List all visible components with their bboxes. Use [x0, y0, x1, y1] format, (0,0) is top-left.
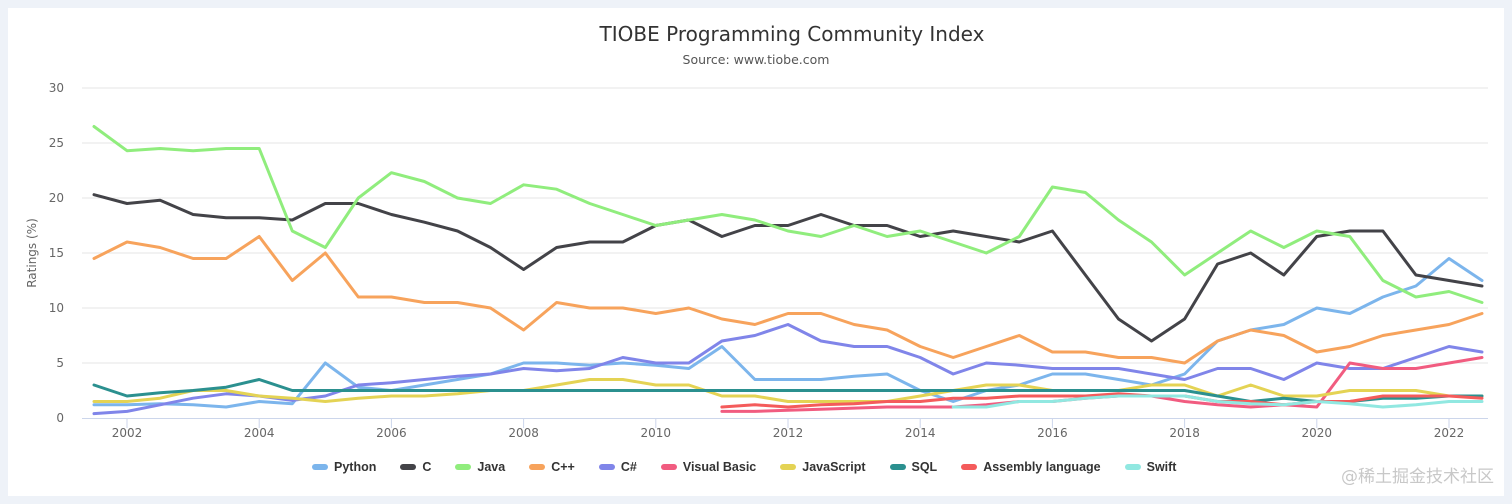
legend-swatch-icon — [598, 464, 615, 470]
y-tick-label: 5 — [56, 356, 64, 370]
x-tick-label: 2016 — [1037, 426, 1068, 440]
x-tick-label: 2008 — [508, 426, 539, 440]
legend-item[interactable]: Visual Basic — [660, 460, 757, 474]
series-line-c- — [92, 235, 1484, 365]
legend-item[interactable]: Swift — [1124, 460, 1177, 474]
watermark: @稀土掘金技术社区 — [1341, 467, 1494, 487]
chart-title: TIOBE Programming Community Index — [599, 22, 985, 46]
series-line-assembly-language — [720, 392, 1484, 409]
legend-item[interactable]: C — [400, 460, 431, 474]
legend-swatch-icon — [529, 464, 546, 470]
legend-label: Python — [334, 460, 377, 474]
legend-label: C++ — [551, 460, 575, 474]
legend-swatch-icon — [961, 464, 978, 470]
legend-item[interactable]: C# — [598, 460, 637, 474]
series-line-swift — [951, 394, 1484, 409]
legend-item[interactable]: Java — [455, 460, 505, 474]
legend-swatch-icon — [660, 464, 677, 470]
x-tick-label: 2010 — [641, 426, 672, 440]
x-tick-label: 2002 — [112, 426, 143, 440]
legend-label: SQL — [911, 460, 938, 474]
y-tick-label: 10 — [49, 301, 64, 315]
legend-item[interactable]: JavaScript — [780, 460, 866, 474]
legend-swatch-icon — [889, 464, 906, 470]
series-line-c- — [92, 323, 1484, 416]
legend-item[interactable]: Python — [312, 460, 376, 474]
chart-card — [8, 8, 1504, 496]
x-tick-label: 2022 — [1434, 426, 1465, 440]
legend-swatch-icon — [780, 464, 797, 470]
legend-label: Visual Basic — [682, 460, 757, 474]
legend-swatch-icon — [455, 464, 472, 470]
y-tick-label: 25 — [49, 136, 64, 150]
x-tick-label: 2006 — [376, 426, 407, 440]
legend-swatch-icon — [1124, 464, 1141, 470]
legend-swatch-icon — [312, 464, 328, 470]
y-tick-label: 20 — [49, 191, 64, 205]
x-tick-label: 2004 — [244, 426, 275, 440]
legend-swatch-icon — [400, 464, 417, 470]
legend-label: Swift — [1146, 460, 1177, 474]
legend-item[interactable]: C++ — [529, 460, 575, 474]
legend-label: Assembly language — [983, 460, 1101, 474]
chart-subtitle: Source: www.tiobe.com — [682, 52, 830, 67]
legend-item[interactable]: Assembly language — [961, 460, 1101, 474]
legend-label: C# — [620, 460, 637, 474]
y-tick-label: 30 — [49, 81, 64, 95]
x-tick-label: 2020 — [1302, 426, 1333, 440]
legend: Python C Java C++ C# Visual Basic JavaScript SQ… — [312, 460, 1200, 474]
y-tick-label: 0 — [56, 411, 64, 425]
legend-label: Java — [477, 460, 506, 474]
legend-item[interactable]: SQL — [889, 460, 938, 474]
series-line-java — [92, 125, 1484, 304]
x-tick-label: 2014 — [905, 426, 936, 440]
y-tick-label: 15 — [49, 246, 64, 260]
y-axis-title: Ratings (%) — [25, 218, 39, 288]
x-tick-label: 2012 — [773, 426, 804, 440]
series-line-c — [92, 193, 1484, 343]
legend-label: C — [422, 460, 432, 474]
series-line-javascript — [92, 378, 1484, 403]
x-tick-label: 2018 — [1169, 426, 1200, 440]
legend-label: JavaScript — [802, 460, 866, 474]
